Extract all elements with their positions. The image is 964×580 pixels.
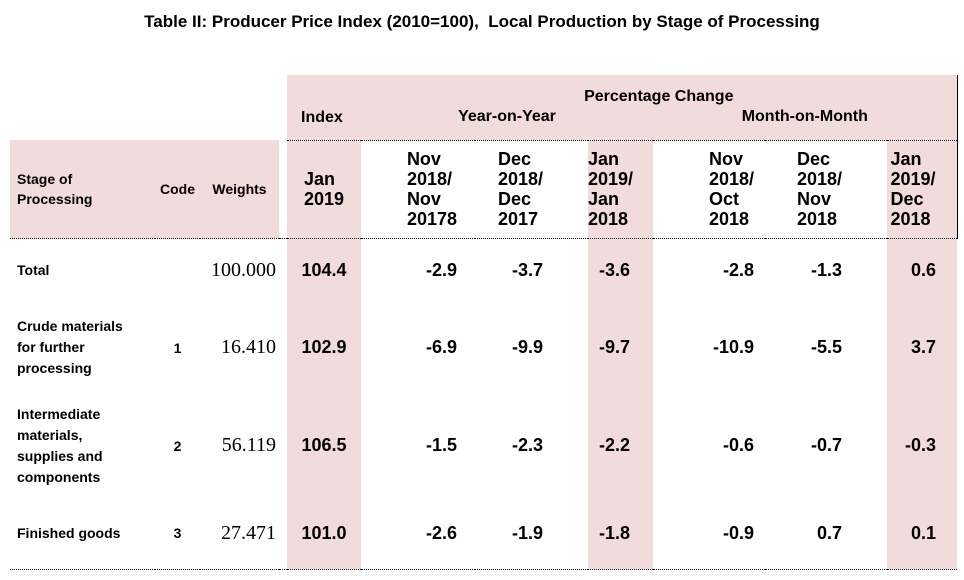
yoy-nov-value: -1.5 bbox=[425, 435, 457, 455]
yoy-jan-value: -2.2 bbox=[588, 393, 653, 498]
header-weights: Weights bbox=[200, 140, 279, 239]
header-stage-of-processing: Stage of Processing bbox=[10, 140, 155, 239]
gap-cell bbox=[279, 302, 287, 393]
header-yoy-dec: Dec 2018/ Dec 2017 bbox=[475, 140, 588, 239]
month-on-month-label: Month-on-Month bbox=[741, 108, 868, 126]
stage-label: Intermediate materials, supplies and com… bbox=[17, 405, 103, 485]
mom-nov-value: -0.9 bbox=[653, 498, 765, 570]
mom-dec-value: 0.7 bbox=[765, 498, 887, 570]
mom-dec-value: -1.3 bbox=[810, 259, 842, 280]
header-yoy-jan: Jan 2019/ Jan 2018 bbox=[588, 140, 653, 239]
mom-nov-value: -0.6 bbox=[722, 435, 754, 455]
mom-jan-value: -0.3 bbox=[887, 393, 958, 498]
column-header-row: Stage of Processing Code Weights Jan 201… bbox=[10, 140, 958, 239]
ppi-table: Index Percentage Change Year-on-Year Mon… bbox=[10, 75, 958, 570]
yoy-nov-value: -6.9 bbox=[425, 337, 457, 357]
gap-cell bbox=[279, 393, 287, 498]
gap-cell bbox=[279, 498, 287, 570]
index-value: 106.5 bbox=[287, 393, 361, 498]
code-value: 3 bbox=[155, 498, 200, 570]
table-row-crude-materials: Crude materials for further processing 1… bbox=[10, 302, 958, 393]
weights-value: 16.410 bbox=[221, 336, 276, 358]
yoy-jan-value: -9.7 bbox=[588, 302, 653, 393]
mom-jan-value: 0.1 bbox=[887, 498, 958, 570]
weights-value: 100.000 bbox=[211, 258, 276, 281]
yoy-nov-value: -2.6 bbox=[361, 498, 475, 570]
header-yoy-nov: Nov 2018/ Nov 20178 bbox=[361, 140, 475, 239]
band-percentage-change-cell: Percentage Change Year-on-Year Month-on-… bbox=[361, 75, 958, 141]
mom-jan-value: 0.6 bbox=[887, 238, 958, 302]
weights-value: 56.119 bbox=[221, 434, 276, 456]
mom-dec-value: -5.5 bbox=[810, 337, 842, 357]
mom-nov-value: -10.9 bbox=[712, 337, 754, 357]
band-inner: Percentage Change Year-on-Year Month-on-… bbox=[361, 87, 956, 127]
code-value: 2 bbox=[173, 437, 182, 454]
table-row-finished-goods: Finished goods 3 27.471 101.0 -2.6 -1.9 … bbox=[10, 498, 958, 570]
code-value bbox=[155, 238, 200, 302]
weights-value: 27.471 bbox=[200, 498, 279, 570]
percentage-change-label: Percentage Change bbox=[584, 88, 734, 106]
yoy-dec-value: -1.9 bbox=[475, 498, 588, 570]
band-empty-cell bbox=[10, 75, 287, 140]
header-code: Code bbox=[155, 140, 200, 239]
table-row-intermediate-materials: Intermediate materials, supplies and com… bbox=[10, 393, 958, 498]
gap-cell bbox=[279, 238, 287, 302]
code-value: 1 bbox=[173, 339, 182, 356]
stage-label: Finished goods bbox=[10, 498, 155, 570]
yoy-nov-value: -2.9 bbox=[425, 259, 457, 280]
header-mom-dec: Dec 2018/ Nov 2018 bbox=[765, 140, 887, 239]
stage-label: Total bbox=[17, 261, 50, 278]
yoy-jan-value: -1.8 bbox=[588, 498, 653, 570]
band-split: Year-on-Year Month-on-Month bbox=[361, 107, 956, 127]
yoy-dec-value: -2.3 bbox=[511, 435, 543, 455]
table-title: Table II: Producer Price Index (2010=100… bbox=[144, 12, 820, 31]
year-on-year-label: Year-on-Year bbox=[458, 108, 556, 126]
yoy-dec-value: -3.7 bbox=[511, 259, 543, 280]
header-gap-cell bbox=[279, 140, 287, 239]
index-value: 101.0 bbox=[287, 498, 361, 570]
mom-nov-value: -2.8 bbox=[722, 259, 754, 280]
mom-dec-value: -0.7 bbox=[810, 435, 842, 455]
table-row-total: Total 100.000 104.4 -2.9 -3.7 -3.6 -2.8 … bbox=[10, 238, 958, 302]
yoy-dec-value: -9.9 bbox=[511, 337, 543, 357]
band-index-header: Index bbox=[287, 75, 361, 141]
band-row: Index Percentage Change Year-on-Year Mon… bbox=[10, 75, 958, 141]
header-mom-nov: Nov 2018/ Oct 2018 bbox=[653, 140, 765, 239]
index-value: 102.9 bbox=[287, 302, 361, 393]
header-index-jan-2019: Jan 2019 bbox=[287, 140, 361, 239]
stage-label: Crude materials for further processing bbox=[17, 318, 123, 376]
mom-jan-value: 3.7 bbox=[887, 302, 958, 393]
header-mom-jan: Jan 2019/ Dec 2018 bbox=[887, 140, 958, 239]
index-value: 104.4 bbox=[287, 238, 361, 302]
yoy-jan-value: -3.6 bbox=[588, 238, 653, 302]
